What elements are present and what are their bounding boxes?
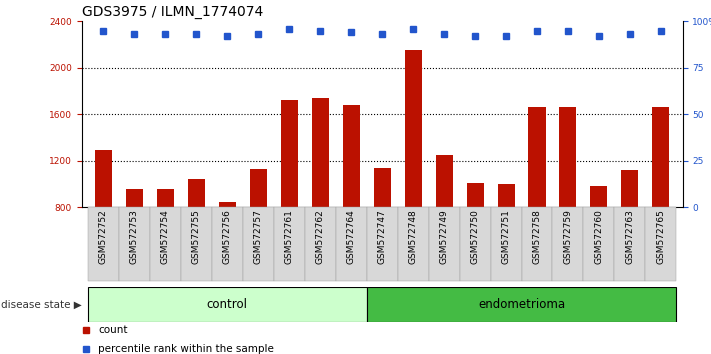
Bar [397, 207, 429, 281]
Text: GDS3975 / ILMN_1774074: GDS3975 / ILMN_1774074 [82, 5, 263, 19]
Text: GSM572754: GSM572754 [161, 209, 170, 264]
Bar [311, 98, 328, 207]
Bar [212, 207, 242, 281]
Bar [157, 188, 174, 207]
Bar [250, 169, 267, 207]
Text: GSM572765: GSM572765 [656, 209, 665, 264]
Bar [653, 107, 669, 207]
Bar [552, 207, 584, 281]
Bar [590, 186, 607, 207]
Bar [88, 207, 119, 281]
Bar [436, 155, 453, 207]
Text: GSM572758: GSM572758 [533, 209, 542, 264]
Bar [522, 207, 552, 281]
Bar [343, 105, 360, 207]
Text: GSM572757: GSM572757 [254, 209, 263, 264]
Text: GSM572762: GSM572762 [316, 209, 325, 264]
Bar [119, 207, 150, 281]
Text: GSM572752: GSM572752 [99, 209, 108, 264]
Bar [528, 107, 545, 207]
Bar [305, 207, 336, 281]
Bar [405, 50, 422, 207]
Bar [498, 184, 515, 207]
Bar [459, 207, 491, 281]
Bar [614, 207, 646, 281]
Text: GSM572749: GSM572749 [439, 209, 449, 264]
Bar [429, 207, 459, 281]
Text: percentile rank within the sample: percentile rank within the sample [98, 344, 274, 354]
Text: GSM572756: GSM572756 [223, 209, 232, 264]
Text: GSM572759: GSM572759 [564, 209, 572, 264]
Bar [466, 183, 483, 207]
Bar [126, 188, 143, 207]
Text: GSM572764: GSM572764 [347, 209, 356, 264]
Text: count: count [98, 325, 128, 335]
Text: control: control [207, 298, 248, 311]
Bar [95, 150, 112, 207]
Text: GSM572753: GSM572753 [130, 209, 139, 264]
Bar [274, 207, 305, 281]
Text: GSM572747: GSM572747 [378, 209, 387, 264]
Bar [242, 207, 274, 281]
Text: GSM572761: GSM572761 [285, 209, 294, 264]
Text: endometrioma: endometrioma [478, 298, 565, 311]
Bar [621, 170, 638, 207]
Text: disease state ▶: disease state ▶ [1, 299, 82, 309]
Bar [646, 207, 676, 281]
Bar [181, 207, 212, 281]
Text: GSM572751: GSM572751 [501, 209, 510, 264]
Bar [584, 207, 614, 281]
Bar [88, 287, 367, 322]
Bar [336, 207, 367, 281]
Bar [374, 167, 390, 207]
Bar [219, 202, 236, 207]
Text: GSM572760: GSM572760 [594, 209, 604, 264]
Bar [367, 287, 676, 322]
Text: GSM572755: GSM572755 [192, 209, 201, 264]
Text: GSM572750: GSM572750 [471, 209, 479, 264]
Text: GSM572748: GSM572748 [409, 209, 417, 264]
Bar [281, 100, 298, 207]
Bar [491, 207, 522, 281]
Bar [188, 179, 205, 207]
Bar [150, 207, 181, 281]
Text: GSM572763: GSM572763 [626, 209, 634, 264]
Bar [367, 207, 397, 281]
Bar [560, 107, 577, 207]
